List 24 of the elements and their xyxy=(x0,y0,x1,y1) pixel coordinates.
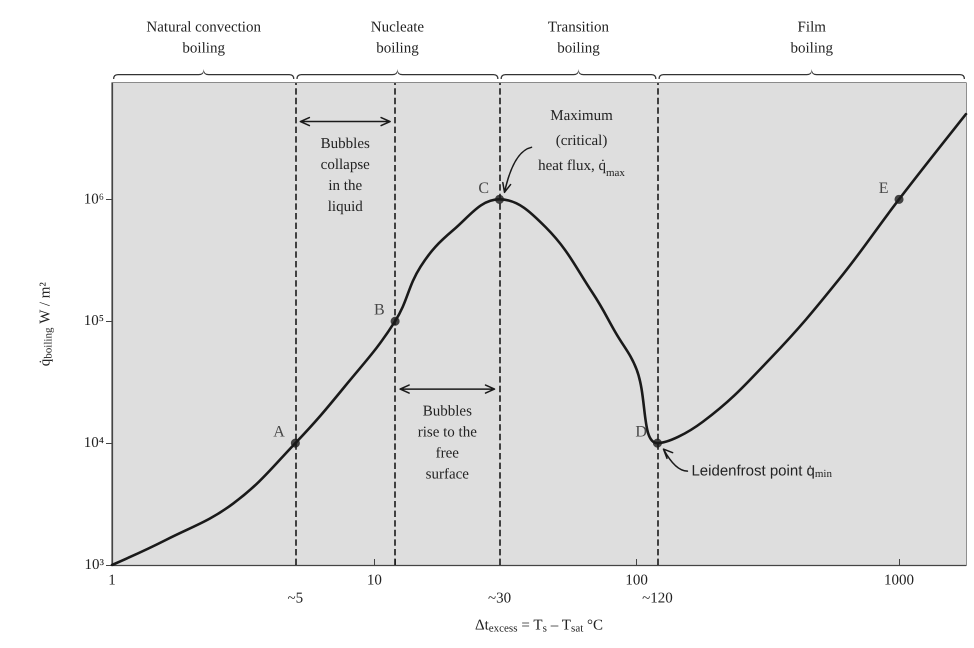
y-tick-label: 10⁵ xyxy=(84,313,104,330)
data-label: A xyxy=(273,424,286,441)
annotation: Bubbles rise to the free surface xyxy=(418,404,478,483)
x-tick-label: 100 xyxy=(625,572,648,588)
data-label: D xyxy=(635,424,647,441)
data-label: C xyxy=(478,180,490,197)
annotation: Leidenfrost point q̇min xyxy=(691,462,832,480)
band-label: Film boiling xyxy=(790,20,834,56)
x-tick-label: 1000 xyxy=(884,572,914,588)
annotation: Bubbles collapse in the liquid xyxy=(320,136,370,216)
band-label: Transition boiling xyxy=(548,20,610,56)
data-label: E xyxy=(878,180,889,197)
data-label: B xyxy=(374,302,385,319)
ref-line-label: ~120 xyxy=(642,590,673,606)
x-tick-label: 10 xyxy=(366,572,382,588)
y-axis-title: q̇boiling W / m² xyxy=(38,282,54,366)
ref-line-label: ~30 xyxy=(488,590,512,606)
y-tick-label: 10⁶ xyxy=(84,191,104,208)
x-tick-label: 1 xyxy=(108,572,116,588)
y-tick-label: 10³ xyxy=(84,557,104,573)
y-tick-label: 10⁴ xyxy=(84,435,104,452)
ref-line-label: ~5 xyxy=(288,590,304,606)
band-label: Nucleate boiling xyxy=(370,20,424,56)
band-label: Natural convection boiling xyxy=(146,20,262,56)
